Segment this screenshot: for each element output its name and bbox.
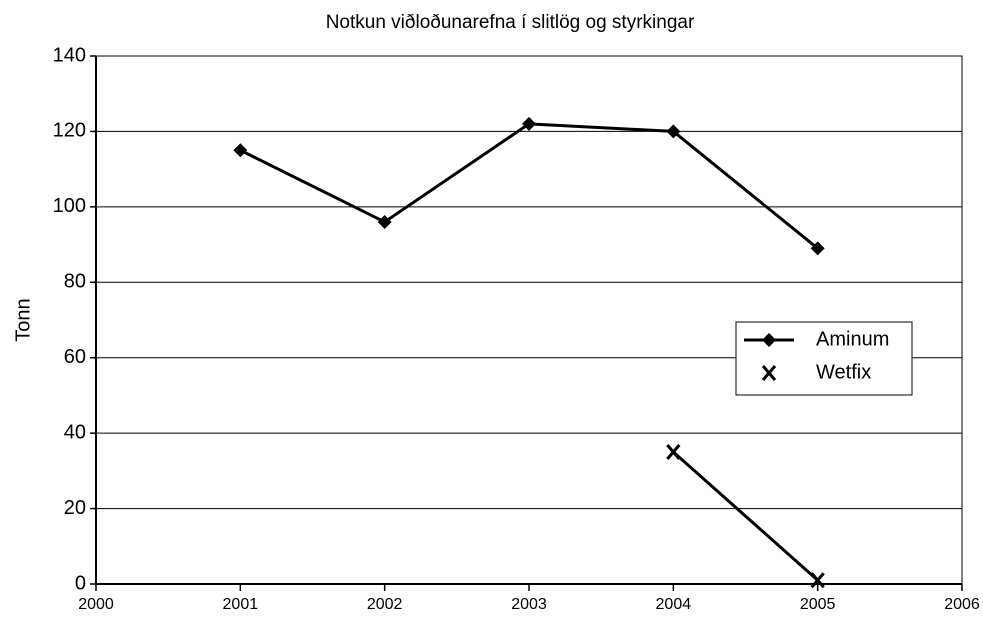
point (522, 116, 536, 131)
legend-label: Wetfix (816, 361, 871, 383)
chart-title: Notkun viðloðunarefna í slitlög og styrk… (326, 12, 695, 33)
y-tick-label: 0 (75, 572, 86, 594)
y-tick-label: 60 (64, 346, 86, 368)
legend-marker (761, 365, 777, 381)
legend-marker (762, 333, 776, 347)
legend-box (735, 321, 913, 396)
x-tick-label: 2003 (511, 596, 547, 613)
point (666, 124, 681, 139)
x-tick-label: 2001 (223, 596, 259, 613)
series-line (239, 122, 819, 250)
point (810, 572, 825, 589)
plot-area (95, 55, 963, 585)
point (377, 214, 392, 229)
point (233, 143, 248, 158)
x-tick-label: 2000 (78, 596, 114, 613)
x-tick-label: 2005 (800, 596, 836, 613)
legend: Aminum Wetfix (735, 321, 913, 396)
y-axis-label: Tonn (12, 298, 34, 341)
x-tick-label: 2006 (944, 596, 980, 613)
y-tick-label: 80 (64, 271, 86, 293)
y-tick-label: 40 (64, 421, 86, 443)
legend-label: Aminum (816, 328, 889, 350)
point (810, 241, 825, 256)
point (666, 444, 681, 460)
y-tick-label: 140 (53, 44, 86, 66)
y-tick-label: 120 (53, 120, 86, 142)
x-tick-label: 2004 (656, 596, 692, 613)
x-tick-label: 2002 (367, 596, 403, 613)
y-tick-label: 20 (64, 497, 86, 519)
series-line (672, 450, 819, 582)
y-tick-label: 100 (53, 195, 86, 217)
